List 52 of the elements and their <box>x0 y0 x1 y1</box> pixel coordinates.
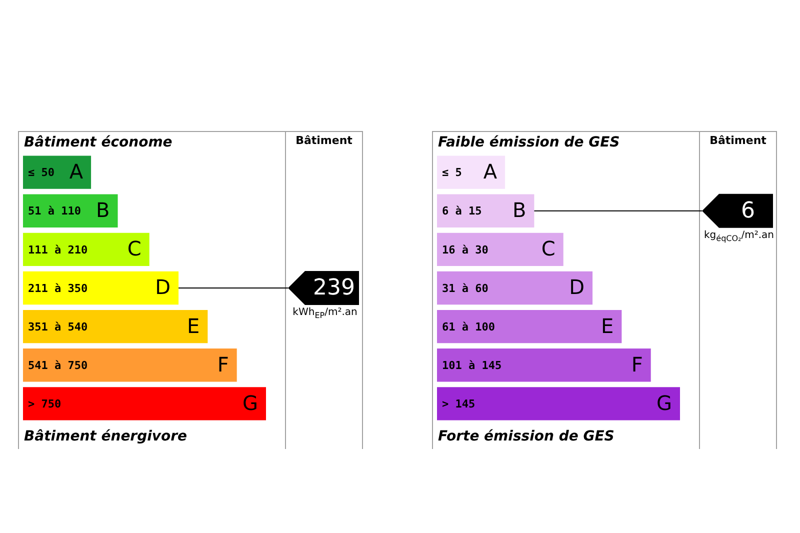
annotation: D <box>569 275 585 300</box>
bar <box>23 310 208 344</box>
y-tick-label: 61 à 100 <box>442 320 495 334</box>
annotation: Forte émission de GES <box>438 428 614 445</box>
bar <box>23 271 179 305</box>
annotation: C <box>541 236 556 261</box>
bar <box>437 310 622 344</box>
annotation: A <box>69 159 84 184</box>
text: Bâtiment <box>296 134 352 147</box>
bar <box>437 348 651 382</box>
y-tick-label: 16 à 30 <box>442 243 488 256</box>
y-tick-label: 211 à 350 <box>28 282 88 295</box>
text: Bâtiment <box>710 134 766 147</box>
annotation: G <box>242 390 258 415</box>
text: kWh$_{EP}$/m².an <box>292 307 358 320</box>
annotation: A <box>483 159 498 184</box>
bar <box>437 232 564 266</box>
annotation: Bâtiment énergivore <box>24 428 188 445</box>
y-tick-label: 351 à 540 <box>28 320 88 334</box>
chart-title: Faible émission de GES <box>438 134 620 151</box>
bar <box>437 271 593 305</box>
bar <box>437 194 534 228</box>
bar <box>23 348 237 382</box>
annotation: F <box>631 352 643 376</box>
annotation: D <box>155 275 171 300</box>
y-tick-label: 101 à 145 <box>442 359 502 372</box>
annotation: F <box>217 352 229 376</box>
bar <box>23 156 92 189</box>
annotation: B <box>96 198 110 222</box>
ref-line-label: 239 <box>313 276 355 301</box>
annotation: C <box>127 236 142 261</box>
text: kg$_{éqCO₂}$/m².an <box>703 230 775 243</box>
annotation: G <box>656 390 672 415</box>
bar <box>23 387 266 420</box>
y-tick-label: 51 à 110 <box>28 204 81 218</box>
annotation: E <box>601 314 614 338</box>
y-tick-label: > 145 <box>442 398 476 411</box>
y-tick-label: 6 à 15 <box>442 204 482 218</box>
ref-line-label: 6 <box>741 198 755 224</box>
chart-title: Bâtiment économe <box>24 134 172 151</box>
y-tick-label: > 750 <box>28 398 62 411</box>
annotation: B <box>512 198 526 222</box>
y-tick-label: ≤ 50 <box>28 166 54 180</box>
bar <box>23 232 150 266</box>
bar <box>437 387 680 420</box>
y-tick-label: 541 à 750 <box>28 359 88 372</box>
bar <box>437 156 506 189</box>
y-tick-label: 111 à 210 <box>28 243 88 256</box>
annotation: E <box>187 314 200 338</box>
y-tick-label: ≤ 5 <box>442 166 462 180</box>
bar <box>23 194 118 228</box>
y-tick-label: 31 à 60 <box>442 282 488 295</box>
